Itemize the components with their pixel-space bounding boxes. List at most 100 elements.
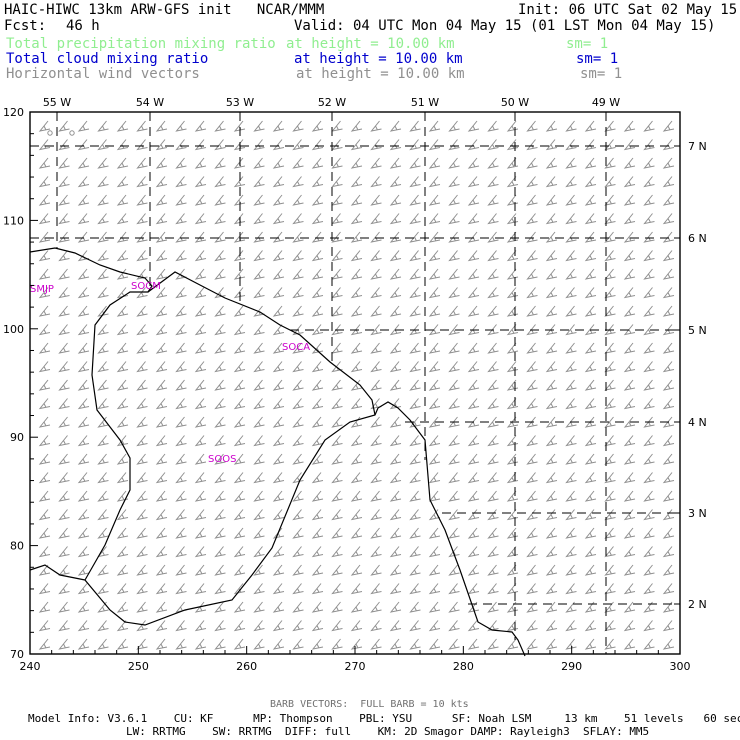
wind-barb	[331, 583, 343, 595]
wind-barb	[58, 194, 70, 206]
wind-barb	[272, 287, 285, 299]
wind-barb	[643, 564, 655, 576]
wind-barb	[467, 342, 480, 354]
wind-barb	[253, 638, 265, 650]
wind-barb	[370, 157, 382, 169]
wind-barb	[448, 601, 460, 613]
wind-barb	[565, 379, 577, 391]
wind-barb	[370, 305, 382, 317]
wind-barb	[428, 361, 441, 373]
wind-barb	[467, 490, 480, 502]
wind-barb	[311, 379, 324, 391]
wind-barb	[350, 620, 363, 632]
wind-barb	[311, 361, 324, 373]
wind-barb	[214, 157, 226, 169]
wind-barb	[506, 120, 519, 132]
wind-barb	[77, 509, 90, 521]
wind-barb	[175, 361, 187, 373]
wind-barb	[233, 546, 246, 558]
wind-barb	[487, 564, 499, 576]
wind-barb	[545, 157, 558, 169]
wind-barb	[116, 601, 129, 613]
coastline	[29, 247, 526, 657]
wind-barb	[565, 213, 577, 225]
wind-barb	[389, 472, 402, 484]
wind-barb	[116, 176, 129, 188]
x-tick-label: 290	[561, 660, 582, 673]
wind-barb	[662, 638, 675, 650]
wind-barb	[38, 120, 51, 132]
wind-barb	[155, 398, 168, 410]
wind-barb	[370, 379, 382, 391]
wind-barb	[311, 305, 324, 317]
wind-barb	[136, 139, 148, 151]
wind-barb	[214, 139, 226, 151]
wind-barb	[448, 250, 460, 262]
wind-barb	[38, 546, 51, 558]
wind-barb	[214, 361, 226, 373]
wind-barb	[623, 157, 636, 169]
latlon-grid	[30, 112, 680, 654]
wind-barb	[565, 287, 577, 299]
wind-barb	[58, 509, 70, 521]
wind-barb	[526, 194, 538, 206]
wind-barb	[565, 361, 577, 373]
wind-barb	[77, 287, 90, 299]
wind-barb	[214, 638, 226, 650]
wind-barb	[623, 305, 636, 317]
wind-barb	[58, 435, 70, 447]
wind-barb	[409, 583, 421, 595]
wind-barb	[97, 379, 109, 391]
wind-barb	[194, 231, 207, 243]
wind-barb	[175, 509, 187, 521]
wind-barb	[214, 379, 226, 391]
wind-barb	[311, 509, 324, 521]
wind-barb	[467, 268, 480, 280]
wind-barb	[604, 361, 616, 373]
wind-barb	[409, 305, 421, 317]
wind-barb	[292, 509, 304, 521]
wind-barb	[428, 546, 441, 558]
wind-barb	[194, 398, 207, 410]
wind-barb	[175, 139, 187, 151]
wind-barb	[311, 546, 324, 558]
wind-barb	[311, 231, 324, 243]
wind-barb	[370, 120, 382, 132]
wind-barb	[623, 620, 636, 632]
wind-barb	[584, 139, 597, 151]
wind-barb	[448, 176, 460, 188]
wind-barb	[487, 120, 499, 132]
wind-barb	[272, 472, 285, 484]
wind-barb	[175, 490, 187, 502]
wind-barb	[116, 620, 129, 632]
wind-barb	[38, 157, 51, 169]
wind-barb	[194, 546, 207, 558]
wind-barb	[331, 342, 343, 354]
wind-barb	[38, 472, 51, 484]
wind-barb	[311, 250, 324, 262]
wind-barb	[623, 398, 636, 410]
wind-barb	[292, 564, 304, 576]
wind-barb	[389, 361, 402, 373]
wind-barb	[175, 583, 187, 595]
wind-barb	[116, 638, 129, 650]
wind-barb	[428, 527, 441, 539]
wind-barb	[448, 416, 460, 428]
wind-barb	[233, 453, 246, 465]
wind-barb	[584, 620, 597, 632]
wind-barb	[233, 527, 246, 539]
wind-barb	[604, 453, 616, 465]
wind-barb	[77, 120, 90, 132]
wind-barb	[175, 379, 187, 391]
wind-barb	[487, 527, 499, 539]
wind-barb	[194, 416, 207, 428]
wind-barb	[155, 416, 168, 428]
wind-barb	[467, 564, 480, 576]
wind-barb	[623, 139, 636, 151]
wind-barb	[214, 583, 226, 595]
wind-barb	[370, 490, 382, 502]
wind-barb	[662, 120, 675, 132]
wind-barb	[331, 638, 343, 650]
wind-barb	[97, 268, 109, 280]
